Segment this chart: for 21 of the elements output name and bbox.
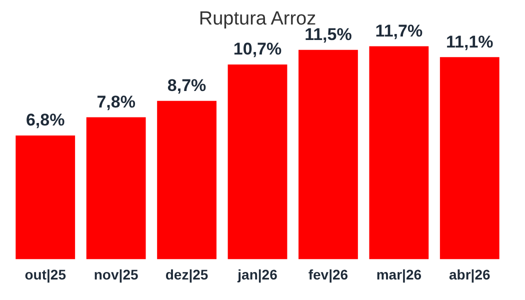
bar (16, 135, 76, 260)
x-tick-label: dez|25 (165, 266, 208, 284)
x-tick-label: jan|26 (236, 266, 278, 284)
x-tick-label: out|25 (24, 266, 66, 284)
bar (157, 100, 216, 260)
data-label: 11,1% (446, 32, 494, 52)
data-label: 7,8% (96, 92, 136, 112)
data-label: 10,7% (233, 40, 282, 59)
data-label: 8,7% (167, 76, 206, 96)
data-label: 11,7% (375, 21, 423, 40)
data-label: 6,8% (26, 110, 65, 130)
bar (86, 117, 146, 260)
bar (298, 50, 358, 260)
x-tick-label: abr|26 (449, 266, 490, 284)
bar (369, 46, 429, 260)
x-tick-label: mar|26 (376, 266, 422, 284)
data-label: 11,5% (304, 25, 352, 44)
bar (228, 64, 288, 260)
x-tick-label: fev|26 (308, 266, 348, 284)
x-tick-label: nov|25 (94, 266, 138, 284)
bar (440, 57, 500, 260)
